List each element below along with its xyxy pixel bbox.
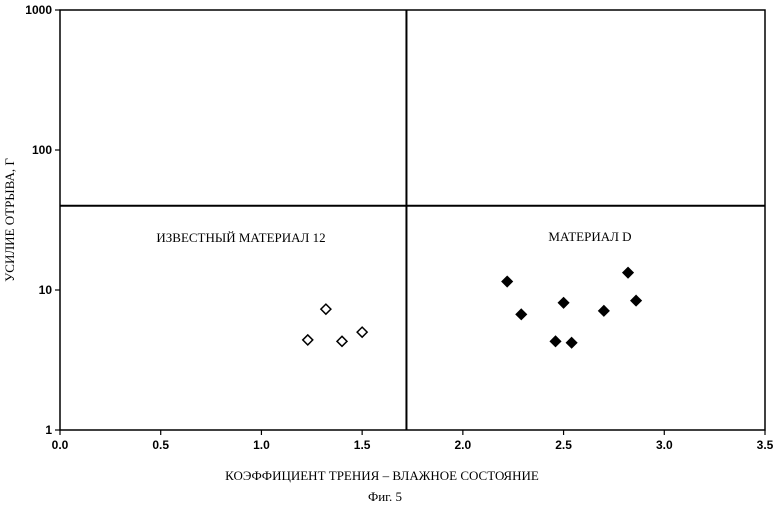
material-d-point <box>599 306 609 316</box>
y-tick-label: 10 <box>39 283 53 297</box>
known-material-point <box>337 336 347 346</box>
x-tick-label: 3.5 <box>757 438 774 452</box>
y-tick-label: 100 <box>32 143 52 157</box>
x-tick-label: 0.5 <box>152 438 169 452</box>
material-d-point <box>502 277 512 287</box>
x-tick-label: 1.0 <box>253 438 270 452</box>
figure-caption: Фиг. 5 <box>368 489 402 504</box>
y-tick-label: 1000 <box>25 3 52 17</box>
material-d-point <box>516 309 526 319</box>
plot-frame <box>60 10 765 430</box>
material-d-point <box>567 338 577 348</box>
x-tick-label: 0.0 <box>52 438 69 452</box>
material-d-point <box>631 296 641 306</box>
material-d-point <box>551 336 561 346</box>
x-tick-label: 1.5 <box>354 438 371 452</box>
annotation-material-d: МАТЕРИАЛ D <box>548 229 631 244</box>
material-d-point <box>623 268 633 278</box>
known-material-point <box>321 304 331 314</box>
known-material-point <box>303 335 313 345</box>
y-tick-label: 1 <box>45 423 52 437</box>
material-d-point <box>559 298 569 308</box>
x-tick-label: 2.5 <box>555 438 572 452</box>
x-tick-label: 2.0 <box>455 438 472 452</box>
x-tick-label: 3.0 <box>656 438 673 452</box>
known-material-point <box>357 327 367 337</box>
y-axis-title: УСИЛИЕ ОТРЫВА, Г <box>2 158 17 282</box>
x-axis-title: КОЭФФИЦИЕНТ ТРЕНИЯ – ВЛАЖНОЕ СОСТОЯНИЕ <box>225 468 539 483</box>
annotation-known-material: ИЗВЕСТНЫЙ МАТЕРИАЛ 12 <box>156 230 325 245</box>
